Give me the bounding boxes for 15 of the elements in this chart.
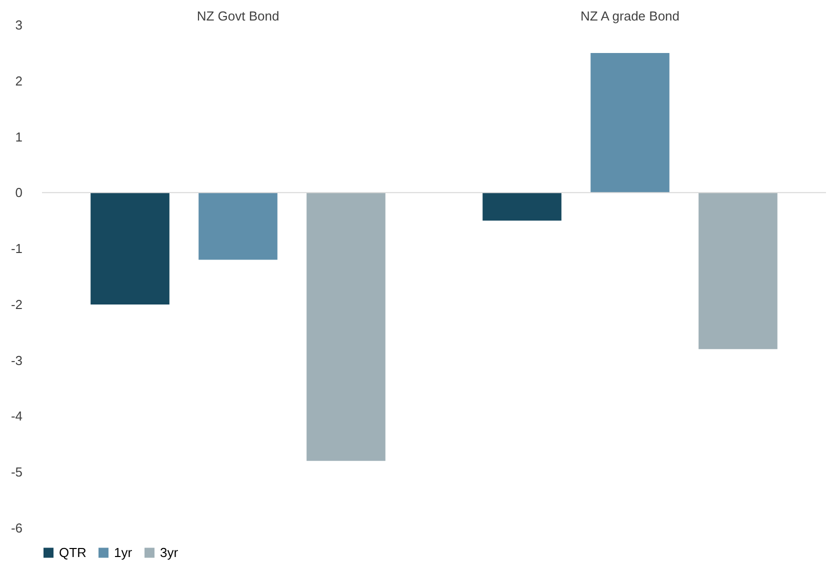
y-tick-label: 2 [15,73,22,88]
y-tick-label: -6 [10,520,22,536]
y-tick-label: -2 [10,296,22,312]
legend-label: 3yr [160,544,179,560]
x-tick-label: NZ Govt Bond [196,8,280,24]
y-tick-label: -3 [10,352,22,368]
y-tick-label: -4 [10,408,22,424]
y-tick-label: 3 [15,18,22,32]
y-tick-label: 0 [15,185,22,200]
x-tick-label: NZ A grade Bond [580,8,680,24]
y-tick-label: 1 [15,129,22,144]
y-tick-label: -5 [10,464,22,480]
legend-label: 1yr [114,544,133,560]
legend-label: QTR [59,544,86,560]
y-tick-label: -1 [10,241,22,256]
